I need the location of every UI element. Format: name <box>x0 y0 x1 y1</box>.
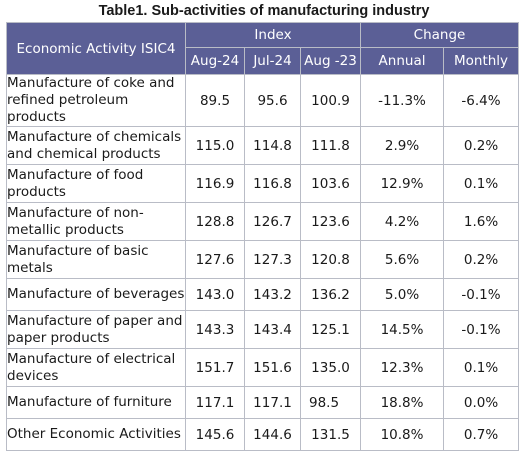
annual-change: 18.8% <box>360 386 445 419</box>
aug-23-value: 103.6 <box>299 164 362 203</box>
table-row: Manufacture of non-metallic products 128… <box>6 202 520 241</box>
activity-name: Manufacture of food products <box>6 164 186 203</box>
aug-23-value: 136.2 <box>299 278 362 311</box>
table-header: Economic Activity ISIC4 Index Change Aug… <box>6 22 520 75</box>
table-row: Manufacture of beverages 143.0 143.2 136… <box>6 278 520 311</box>
table-row: Manufacture of coke and refined petroleu… <box>6 74 520 127</box>
header-economic-activity: Economic Activity ISIC4 <box>6 22 186 75</box>
jul-24-value: 114.8 <box>244 126 301 165</box>
monthly-change: -6.4% <box>443 74 520 127</box>
monthly-change: 0.2% <box>443 126 520 165</box>
aug-24-value: 127.6 <box>185 240 245 279</box>
aug-24-value: 128.8 <box>185 202 245 241</box>
table-row: Manufacture of chemicals and chemical pr… <box>6 126 520 165</box>
jul-24-value: 127.3 <box>244 240 301 279</box>
header-monthly: Monthly <box>443 47 520 75</box>
jul-24-value: 116.8 <box>244 164 301 203</box>
annual-change: 4.2% <box>360 202 445 241</box>
annual-change: 10.8% <box>360 418 445 451</box>
aug-23-value: 135.0 <box>299 348 362 387</box>
table-row: Manufacture of paper and paper products … <box>6 310 520 349</box>
monthly-change: 0.0% <box>443 386 520 419</box>
monthly-change: 1.6% <box>443 202 520 241</box>
activity-name: Manufacture of electrical devices <box>6 348 186 387</box>
monthly-change: 0.1% <box>443 164 520 203</box>
jul-24-value: 143.4 <box>244 310 301 349</box>
table-row: Manufacture of basic metals 127.6 127.3 … <box>6 240 520 279</box>
activity-name: Other Economic Activities <box>6 418 186 451</box>
jul-24-value: 151.6 <box>244 348 301 387</box>
jul-24-value: 143.2 <box>244 278 301 311</box>
aug-23-value: 98.5 <box>299 386 362 419</box>
table-row: Other Economic Activities 145.6 144.6 13… <box>6 418 520 451</box>
aug-24-value: 143.3 <box>185 310 245 349</box>
annual-change: -11.3% <box>360 74 445 127</box>
header-jul-24: Jul-24 <box>244 47 301 75</box>
activity-name: Manufacture of furniture <box>6 386 186 419</box>
aug-24-value: 145.6 <box>185 418 245 451</box>
activity-name: Manufacture of coke and refined petroleu… <box>6 74 186 127</box>
table-title: Table1. Sub-activities of manufacturing … <box>98 3 430 19</box>
aug-24-value: 117.1 <box>185 386 245 419</box>
aug-24-value: 116.9 <box>185 164 245 203</box>
aug-24-value: 151.7 <box>185 348 245 387</box>
header-aug-24: Aug-24 <box>185 47 245 75</box>
annual-change: 5.6% <box>360 240 445 279</box>
monthly-change: 0.7% <box>443 418 520 451</box>
header-change-group: Change <box>360 22 520 48</box>
aug-23-value: 100.9 <box>299 74 362 127</box>
monthly-change: 0.1% <box>443 348 520 387</box>
jul-24-value: 126.7 <box>244 202 301 241</box>
activity-name: Manufacture of basic metals <box>6 240 186 279</box>
aug-24-value: 143.0 <box>185 278 245 311</box>
header-annual: Annual <box>360 47 445 75</box>
manufacturing-subactivities-table: Economic Activity ISIC4 Index Change Aug… <box>6 22 520 451</box>
aug-24-value: 115.0 <box>185 126 245 165</box>
aug-23-value: 131.5 <box>299 418 362 451</box>
jul-24-value: 144.6 <box>244 418 301 451</box>
annual-change: 14.5% <box>360 310 445 349</box>
table-row: Manufacture of electrical devices 151.7 … <box>6 348 520 387</box>
table-row: Manufacture of furniture 117.1 117.1 98.… <box>6 386 520 419</box>
activity-name: Manufacture of non-metallic products <box>6 202 186 241</box>
aug-23-value: 111.8 <box>299 126 362 165</box>
header-aug-23: Aug -23 <box>299 47 362 75</box>
jul-24-value: 95.6 <box>244 74 301 127</box>
annual-change: 12.9% <box>360 164 445 203</box>
monthly-change: 0.2% <box>443 240 520 279</box>
table-row: Manufacture of food products 116.9 116.8… <box>6 164 520 203</box>
jul-24-value: 117.1 <box>244 386 301 419</box>
activity-name: Manufacture of paper and paper products <box>6 310 186 349</box>
aug-24-value: 89.5 <box>185 74 245 127</box>
activity-name: Manufacture of chemicals and chemical pr… <box>6 126 186 165</box>
aug-23-value: 120.8 <box>299 240 362 279</box>
activity-name: Manufacture of beverages <box>6 278 186 311</box>
annual-change: 5.0% <box>360 278 445 311</box>
aug-23-value: 125.1 <box>299 310 362 349</box>
monthly-change: -0.1% <box>443 310 520 349</box>
aug-23-value: 123.6 <box>299 202 362 241</box>
table-body: Manufacture of coke and refined petroleu… <box>6 74 520 451</box>
annual-change: 2.9% <box>360 126 445 165</box>
annual-change: 12.3% <box>360 348 445 387</box>
monthly-change: -0.1% <box>443 278 520 311</box>
header-index-group: Index <box>184 22 362 48</box>
